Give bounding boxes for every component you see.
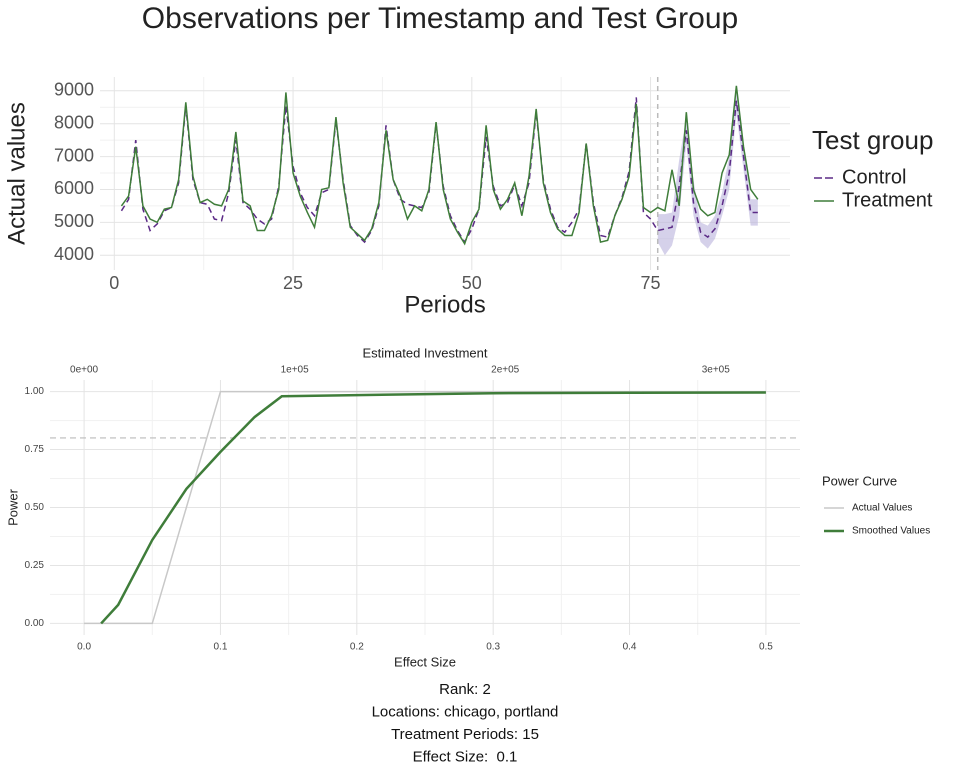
y-tick-label: 9000 xyxy=(54,80,94,100)
x2-tick-label: 0e+00 xyxy=(70,365,99,376)
x-tick-label: 0.3 xyxy=(486,642,500,653)
x-tick-label: 0.5 xyxy=(759,642,773,653)
caption-line: Rank: 2 xyxy=(439,681,491,698)
x-tick-label: 0.2 xyxy=(350,642,364,653)
x-tick-label: 0 xyxy=(109,273,119,293)
x2-tick-label: 2e+05 xyxy=(491,365,520,376)
series-line xyxy=(120,85,759,246)
x-tick-label: 0.4 xyxy=(623,642,637,653)
legend-label: Control xyxy=(842,166,906,188)
y-tick-label: 4000 xyxy=(54,244,94,264)
series-line xyxy=(100,391,766,625)
y-axis-label: Actual values xyxy=(3,102,30,245)
x-tick-label: 25 xyxy=(283,273,303,293)
x-tick-label: 75 xyxy=(641,273,661,293)
legend-label: Actual Values xyxy=(852,503,912,514)
x-tick-label: 50 xyxy=(462,273,482,293)
y-tick-label: 6000 xyxy=(54,178,94,198)
y-tick-label: 0.50 xyxy=(25,502,45,513)
y-tick-label: 0.75 xyxy=(25,444,45,455)
legend-label: Smoothed Values xyxy=(852,526,930,537)
y-tick-label: 1.00 xyxy=(25,386,45,397)
y-axis-label: Power xyxy=(5,488,20,526)
x2-tick-label: 1e+05 xyxy=(281,365,310,376)
caption-line: Locations: chicago, portland xyxy=(372,703,559,720)
y-tick-label: 5000 xyxy=(54,211,94,231)
caption-line: Treatment Periods: 15 xyxy=(391,726,539,743)
y-tick-label: 7000 xyxy=(54,145,94,165)
chart-title: Observations per Timestamp and Test Grou… xyxy=(142,2,738,35)
y-tick-label: 0.25 xyxy=(25,560,45,571)
legend-title: Power Curve xyxy=(822,473,897,488)
x-tick-label: 0.0 xyxy=(77,642,91,653)
x-axis-label: Periods xyxy=(404,291,485,318)
x-tick-label: 0.1 xyxy=(214,642,228,653)
legend-title: Test group xyxy=(812,125,933,155)
y-tick-label: 0.00 xyxy=(25,618,45,629)
x-axis-label: Effect Size xyxy=(394,654,456,669)
x2-axis-label: Estimated Investment xyxy=(363,345,488,360)
y-tick-label: 8000 xyxy=(54,112,94,132)
x2-tick-label: 3e+05 xyxy=(702,365,731,376)
legend-label: Treatment xyxy=(842,189,933,211)
caption-line: Effect Size: 0.1 xyxy=(413,748,518,765)
